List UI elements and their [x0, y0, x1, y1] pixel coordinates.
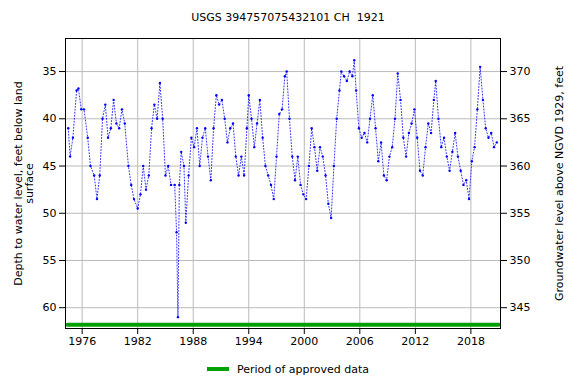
svg-text:350: 350: [510, 254, 531, 267]
svg-text:40: 40: [43, 112, 57, 125]
svg-text:345: 345: [510, 301, 531, 314]
html-text:USGS 394757075432101 CH 1921: USGS 394757075432101 CH 1921: [191, 11, 385, 24]
svg-text:370: 370: [510, 65, 531, 78]
svg-text:1982: 1982: [124, 335, 152, 348]
svg-text:355: 355: [510, 207, 531, 220]
svg-text:1988: 1988: [179, 335, 207, 348]
svg-text:60: 60: [43, 301, 57, 314]
svg-text:1976: 1976: [68, 335, 96, 348]
svg-text:Depth to water level, feet bel: Depth to water level, feet below landsur…: [12, 81, 36, 286]
svg-text:2000: 2000: [290, 335, 318, 348]
svg-text:2018: 2018: [457, 335, 485, 348]
svg-text:360: 360: [510, 160, 531, 173]
svg-text:2006: 2006: [346, 335, 374, 348]
svg-text:Groundwater level above NGVD 1: Groundwater level above NGVD 1929, feet: [553, 65, 566, 301]
svg-text:45: 45: [43, 160, 57, 173]
svg-text:365: 365: [510, 112, 531, 125]
html-text:Period of approved data: Period of approved data: [236, 362, 370, 376]
svg-text:55: 55: [43, 254, 57, 267]
svg-text:2012: 2012: [401, 335, 429, 348]
svg-text:35: 35: [43, 65, 57, 78]
svg-text:50: 50: [43, 207, 57, 220]
svg-text:1994: 1994: [235, 335, 263, 348]
